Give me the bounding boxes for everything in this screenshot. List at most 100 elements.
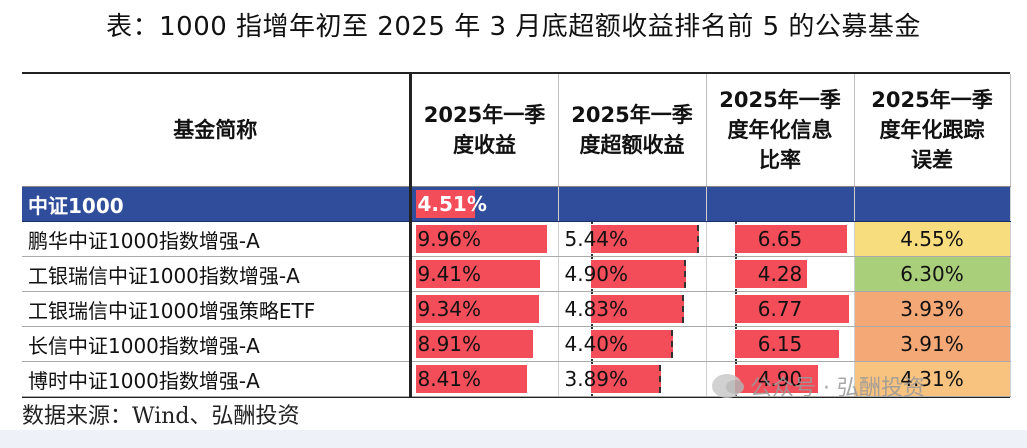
fund-name: 鹏华中证1000指数增强-A xyxy=(28,228,260,253)
info-ratio-bar xyxy=(734,225,847,253)
info-ratio-bar xyxy=(734,330,839,358)
info-ratio-cell: 6.15 xyxy=(706,326,855,362)
fund-name-cell: 工银瑞信中证1000增强策略ETF xyxy=(22,291,412,327)
tracking-error-value: 4.31% xyxy=(900,367,964,391)
return-bar xyxy=(415,365,527,393)
return-cell: 9.41% xyxy=(410,256,559,292)
return-bar xyxy=(415,225,547,253)
info-ratio-value: 6.15 xyxy=(757,332,803,356)
return-cell: 8.91% xyxy=(410,326,559,362)
column-header-line: 比率 xyxy=(759,148,801,172)
info-ratio-value: 6.65 xyxy=(757,227,803,251)
return-cell: 9.96% xyxy=(410,221,559,257)
column-header-1: 2025年一季 度收益 xyxy=(410,74,559,187)
fund-name-cell: 鹏华中证1000指数增强-A xyxy=(22,221,412,257)
column-header-line: 度收益 xyxy=(453,133,516,157)
fund-name-cell: 工银瑞信中证1000指数增强-A xyxy=(22,256,412,292)
info-ratio-cell: 4.28 xyxy=(706,256,855,292)
column-header-line: 2025年一季 xyxy=(871,88,993,112)
info-ratio-bar xyxy=(734,365,818,393)
return-value: 9.96% xyxy=(417,227,482,251)
tracking-error-value: 6.30% xyxy=(900,262,964,286)
return-bar xyxy=(415,260,540,288)
excess-fill xyxy=(590,295,684,323)
excess-value: 3.89% xyxy=(564,367,629,391)
fund-table-container: 基金简称 2025年一季 度收益 2025年一季 度超额收益 2025年一季 度年化信息 比率… xyxy=(22,72,1011,398)
table-row: 工银瑞信中证1000增强策略ETF 9.34% 4.83% 6.77 3.93% xyxy=(22,291,1011,327)
excess-return-cell: 4.83% xyxy=(558,291,707,327)
excess-value: 5.44% xyxy=(564,227,629,251)
index-empty-cell xyxy=(706,186,855,222)
data-source-note: 数据来源：Wind、弘酬投资 xyxy=(22,404,300,429)
table-title: 表：1000 指增年初至 2025 年 3 月底超额收益排名前 5 的公募基金 xyxy=(106,12,921,42)
index-return-value: 4.51% xyxy=(417,192,487,216)
fund-name-cell: 博时中证1000指数增强-A xyxy=(22,361,412,397)
index-empty-cell xyxy=(558,186,707,222)
column-header-4: 2025年一季 度年化跟踪误差 xyxy=(854,74,1011,187)
column-header-line: 2025年一季 xyxy=(719,88,841,112)
excess-fill xyxy=(590,365,661,393)
excess-return-cell: 3.89% xyxy=(558,361,707,397)
info-ratio-cell: 6.77 xyxy=(706,291,855,327)
return-bar xyxy=(415,330,533,358)
column-header-line: 度年化信息 xyxy=(727,118,833,142)
tracking-error-cell: 4.31% xyxy=(854,361,1011,397)
return-bar xyxy=(415,295,539,323)
column-header-0: 基金简称 xyxy=(22,74,412,187)
table-body: 中证1000 4.51% 鹏华中证1000指数增强-A 9.96% 5.44% 6.65 4… xyxy=(22,186,1011,397)
column-header-3: 2025年一季 度年化信息比率 xyxy=(706,74,855,187)
excess-value: 4.90% xyxy=(564,262,629,286)
fund-name-cell: 长信中证1000指数增强-A xyxy=(22,326,412,362)
excess-return-cell: 4.40% xyxy=(558,326,707,362)
excess-fill xyxy=(590,260,686,288)
table-header-row: 基金简称 2025年一季 度收益 2025年一季 度超额收益 2025年一季 度年化信息 比率… xyxy=(22,74,1011,187)
return-value: 9.34% xyxy=(417,297,482,321)
column-header-line: 度超额收益 xyxy=(579,133,685,157)
return-value: 8.91% xyxy=(417,332,482,356)
index-return-bar xyxy=(415,190,475,218)
footer-band xyxy=(0,430,1027,448)
tracking-error-value: 4.55% xyxy=(900,227,964,251)
table-row: 工银瑞信中证1000指数增强-A 9.41% 4.90% 4.28 6.30% xyxy=(22,256,1011,292)
excess-value: 4.40% xyxy=(564,332,629,356)
excess-value: 4.83% xyxy=(564,297,629,321)
tracking-error-cell: 3.91% xyxy=(854,326,1011,362)
wechat-icon xyxy=(712,374,744,398)
column-header-line: 基金简称 xyxy=(173,118,258,142)
index-name: 中证1000 xyxy=(28,193,124,218)
column-header-line: 误差 xyxy=(911,148,953,172)
return-cell: 8.41% xyxy=(410,361,559,397)
return-cell: 9.34% xyxy=(410,291,559,327)
table-row: 长信中证1000指数增强-A 8.91% 4.40% 6.15 3.91% xyxy=(22,326,1011,362)
info-ratio-bar xyxy=(734,260,807,288)
index-name-cell: 中证1000 xyxy=(22,186,412,222)
info-ratio-bar xyxy=(734,295,849,323)
fund-name: 长信中证1000指数增强-A xyxy=(28,333,260,358)
tracking-error-value: 3.93% xyxy=(900,297,964,321)
tracking-error-cell: 4.55% xyxy=(854,221,1011,257)
tracking-error-value: 3.91% xyxy=(900,332,964,356)
excess-return-cell: 5.44% xyxy=(558,221,707,257)
watermark: 公众号 · 弘酬投资 xyxy=(712,370,925,402)
index-return-cell: 4.51% xyxy=(410,186,559,222)
watermark-text: 公众号 · 弘酬投资 xyxy=(750,376,925,401)
info-ratio-value: 4.28 xyxy=(757,262,803,286)
fund-name: 博时中证1000指数增强-A xyxy=(28,368,260,393)
fund-name: 工银瑞信中证1000指数增强-A xyxy=(28,263,300,288)
fund-name: 工银瑞信中证1000增强策略ETF xyxy=(28,298,316,323)
excess-fill xyxy=(590,330,673,358)
info-ratio-value: 6.77 xyxy=(757,297,803,321)
column-header-line: 2025年一季 xyxy=(423,103,546,127)
info-ratio-value: 4.90 xyxy=(757,367,803,391)
column-header-line: 度年化跟踪 xyxy=(879,118,985,142)
column-header-2: 2025年一季 度超额收益 xyxy=(558,74,707,187)
index-empty-cell xyxy=(854,186,1011,222)
excess-fill xyxy=(590,225,699,253)
tracking-error-cell: 6.30% xyxy=(854,256,1011,292)
column-header-line: 2025年一季 xyxy=(571,103,693,127)
tracking-error-cell: 3.93% xyxy=(854,291,1011,327)
table-row: 博时中证1000指数增强-A 8.41% 3.89% 4.90 4.31% xyxy=(22,361,1011,397)
excess-return-cell: 4.90% xyxy=(558,256,707,292)
return-value: 9.41% xyxy=(417,262,482,286)
info-ratio-cell: 6.65 xyxy=(706,221,855,257)
